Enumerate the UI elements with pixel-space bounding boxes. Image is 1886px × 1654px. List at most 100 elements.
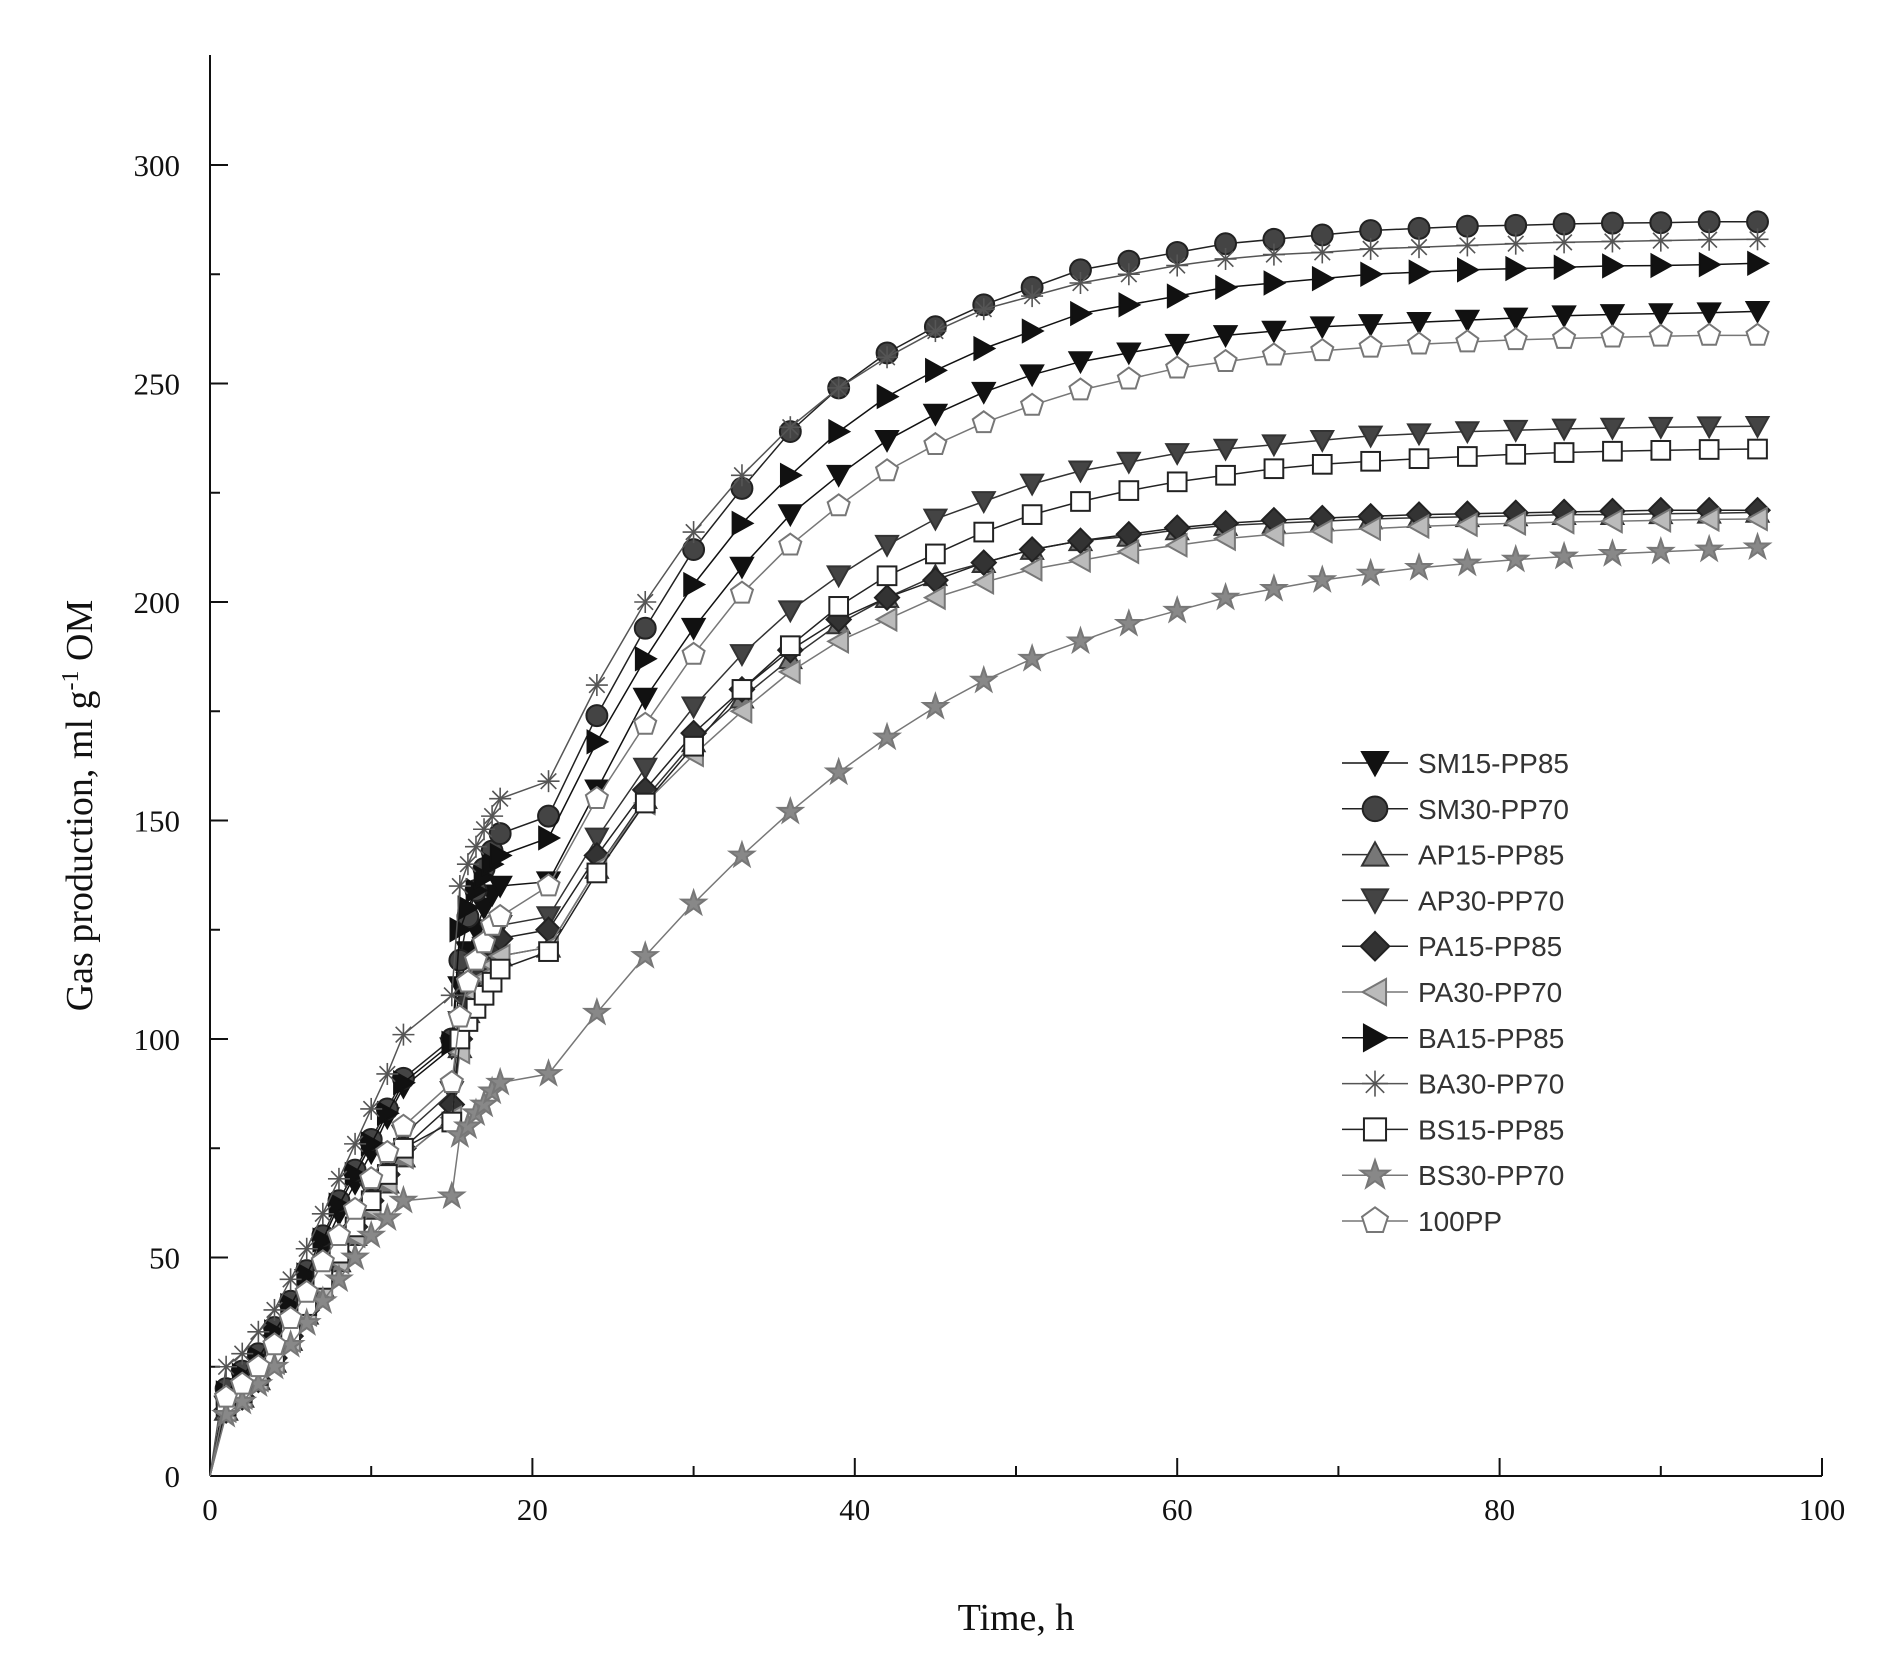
data-point-sm30-pp70: [1552, 212, 1576, 236]
data-point-bs15-pp85: [876, 565, 898, 587]
data-point-bs15-pp85: [1070, 491, 1091, 512]
data-point-100pp: [1696, 322, 1722, 346]
data-point-ba30-pp70: [827, 376, 850, 399]
data-point-100pp: [455, 969, 481, 993]
data-point-ba30-pp70: [1456, 234, 1479, 257]
data-point-sm30-pp70: [585, 704, 609, 728]
data-point-ba30-pp70: [537, 770, 560, 793]
legend-item-pa30-pp70: PA30-PP70: [1342, 977, 1562, 1008]
y-tick-label: 0: [165, 1459, 181, 1494]
data-point-100pp: [1310, 337, 1335, 362]
legend-marker-bs30-pp70: [1357, 1157, 1393, 1190]
legend-label: PA15-PP85: [1418, 931, 1562, 962]
data-point-ba15-pp85: [1505, 255, 1529, 282]
data-point-ba15-pp85: [376, 1100, 400, 1126]
data-point-pa30-pp70: [1309, 518, 1333, 544]
series-line-ba15-pp85: [209, 262, 1758, 1477]
data-point-ba30-pp70: [972, 298, 995, 321]
data-point-100pp: [375, 1139, 400, 1163]
data-point-100pp: [471, 930, 497, 954]
data-point-bs15-pp85: [1166, 471, 1188, 493]
data-point-ap30-pp70: [1116, 451, 1142, 475]
data-point-sm15-pp85: [1744, 301, 1771, 324]
data-point-ba15-pp85: [1698, 251, 1722, 278]
data-point-bs30-pp70: [678, 887, 709, 917]
data-point-ba30-pp70: [1553, 231, 1576, 254]
legend-marker-sm30-pp70: [1361, 795, 1389, 823]
data-point-100pp: [1745, 322, 1770, 346]
legend-item-pa15-pp85: PA15-PP85: [1342, 930, 1562, 962]
legend-item-ap15-pp85: AP15-PP85: [1342, 840, 1564, 871]
data-point-100pp: [1068, 377, 1093, 401]
data-point-ba30-pp70: [682, 521, 705, 544]
data-point-ap30-pp70: [1599, 417, 1626, 441]
data-point-100pp: [391, 1113, 416, 1137]
data-point-ba15-pp85: [925, 357, 948, 384]
y-axis-title-superscript: -1: [58, 670, 84, 690]
legend-label: AP30-PP70: [1418, 885, 1564, 916]
data-point-ba15-pp85: [1118, 292, 1142, 318]
data-point-pa30-pp70: [1503, 510, 1527, 537]
data-point-100pp: [1019, 392, 1045, 416]
data-point-ba15-pp85: [344, 1161, 368, 1188]
data-point-bs30-pp70: [1210, 581, 1241, 611]
data-point-ba30-pp70: [440, 984, 463, 1007]
data-point-sm30-pp70: [1600, 211, 1624, 235]
data-point-ba30-pp70: [1166, 254, 1189, 277]
data-point-pa15-pp85: [970, 549, 998, 577]
data-point-bs30-pp70: [485, 1066, 516, 1096]
data-point-ap30-pp70: [1551, 418, 1577, 442]
data-point-ap30-pp70: [922, 508, 949, 532]
data-point-pa30-pp70: [1406, 513, 1430, 540]
data-point-sm15-pp85: [1212, 325, 1239, 348]
data-point-ba15-pp85: [1263, 270, 1287, 296]
data-point-sm15-pp85: [922, 403, 949, 427]
data-point-bs30-pp70: [775, 795, 806, 825]
data-point-pa30-pp70: [1551, 509, 1575, 535]
data-point-ba15-pp85: [489, 842, 513, 869]
data-point-ba15-pp85: [1747, 250, 1771, 277]
data-point-100pp: [262, 1332, 287, 1356]
data-point-100pp: [1455, 329, 1480, 353]
data-point-sm15-pp85: [825, 464, 852, 488]
data-point-100pp: [971, 410, 996, 434]
data-point-bs30-pp70: [968, 664, 999, 694]
legend-marker-pa30-pp70: [1360, 977, 1388, 1007]
data-point-ba15-pp85: [876, 383, 900, 410]
data-point-ba30-pp70: [464, 835, 487, 858]
data-point-sm30-pp70: [1359, 219, 1383, 243]
data-point-100pp: [1213, 348, 1238, 372]
data-point-ap30-pp70: [1309, 429, 1335, 453]
data-point-ba15-pp85: [779, 462, 803, 488]
data-point-ba30-pp70: [924, 320, 947, 343]
data-point-ba15-pp85: [1215, 274, 1239, 301]
series-100pp: [209, 322, 1770, 1477]
data-point-ba30-pp70: [392, 1023, 415, 1046]
data-point-pa30-pp70: [729, 698, 753, 724]
data-point-ba15-pp85: [586, 729, 610, 755]
data-point-ap30-pp70: [777, 600, 804, 624]
data-point-sm15-pp85: [1116, 342, 1142, 366]
data-point-bs15-pp85: [1698, 439, 1720, 460]
data-point-ap30-pp70: [729, 644, 755, 667]
axes: 0 20 40 60 80 100 0 50 100 150 200 250 300: [134, 55, 1845, 1527]
x-tick-label: 80: [1484, 1492, 1515, 1527]
data-point-ba30-pp70: [311, 1202, 334, 1225]
data-point-bs15-pp85: [1263, 458, 1285, 480]
data-point-sm15-pp85: [1164, 333, 1190, 357]
legend-label: BS15-PP85: [1418, 1114, 1564, 1145]
data-point-pa30-pp70: [971, 569, 995, 596]
data-point-pa30-pp70: [1067, 547, 1091, 574]
data-point-bs30-pp70: [340, 1241, 371, 1271]
data-point-sm15-pp85: [1648, 303, 1674, 327]
data-point-100pp: [923, 431, 948, 456]
data-point-ba15-pp85: [1553, 254, 1577, 280]
data-point-sm15-pp85: [1019, 364, 1045, 388]
series-ba30-pp70: [209, 228, 1769, 1477]
data-point-bs30-pp70: [1500, 543, 1531, 573]
data-point-100pp: [1116, 366, 1142, 390]
data-point-ba30-pp70: [295, 1237, 318, 1260]
data-point-sm15-pp85: [777, 504, 804, 528]
data-point-ba30-pp70: [634, 591, 657, 613]
data-point-ba15-pp85: [634, 646, 658, 672]
